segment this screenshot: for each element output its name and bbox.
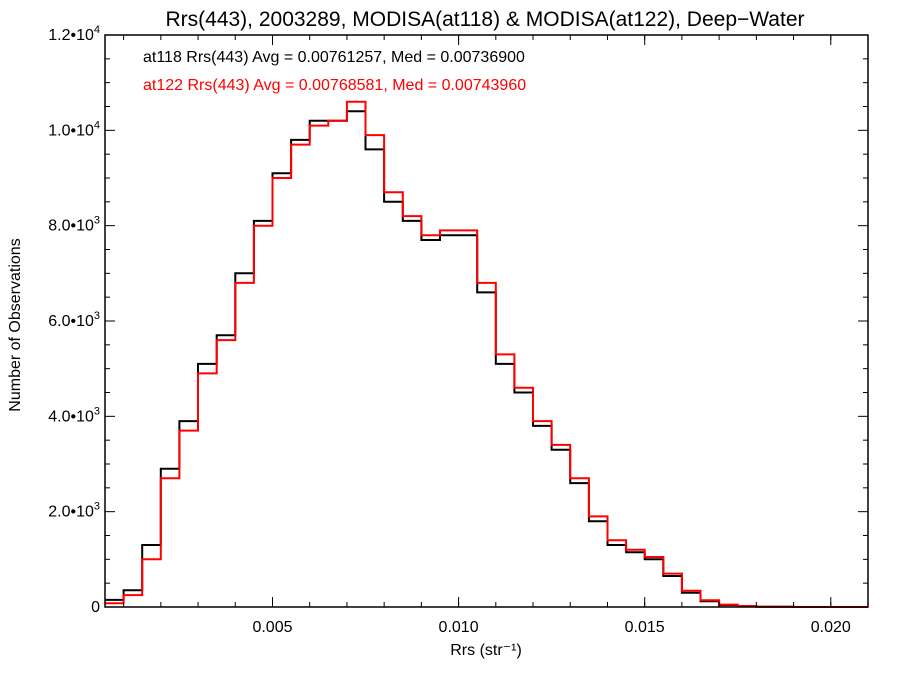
y-tick-label: 2.0•103 xyxy=(48,501,100,521)
y-tick-label: 1.2•104 xyxy=(48,24,100,44)
series-at122-line xyxy=(105,100,868,608)
chart-title: Rrs(443), 2003289, MODISA(at118) & MODIS… xyxy=(165,8,804,31)
legend-at118: at118 Rrs(443) Avg = 0.00761257, Med = 0… xyxy=(143,49,525,66)
series-layer xyxy=(105,100,868,608)
legend-at122: at122 Rrs(443) Avg = 0.00768581, Med = 0… xyxy=(143,77,526,94)
series-at118-line xyxy=(105,110,868,608)
x-tick-label: 0.015 xyxy=(625,619,665,636)
plot-frame xyxy=(104,34,869,608)
y-axis-label: Number of Observations xyxy=(7,238,24,411)
y-tick-label: 0 xyxy=(91,599,100,616)
x-tick-label: 0.005 xyxy=(252,619,292,636)
x-tick-label: 0.010 xyxy=(439,619,479,636)
x-tick-label: 0.020 xyxy=(811,619,851,636)
legend: at118 Rrs(443) Avg = 0.00761257, Med = 0… xyxy=(143,49,526,94)
y-tick-label: 8.0•103 xyxy=(48,215,100,235)
y-tick-label: 4.0•103 xyxy=(48,405,100,425)
y-tick-label: 6.0•103 xyxy=(48,310,100,330)
x-axis-label: Rrs (str⁻¹) xyxy=(450,642,522,659)
y-tick-label: 1.0•104 xyxy=(48,119,100,139)
axis-ticks: 0.005 0.010 0.015 0.020 0 2.0•103 4.0•103 6.0•1… xyxy=(48,24,868,636)
